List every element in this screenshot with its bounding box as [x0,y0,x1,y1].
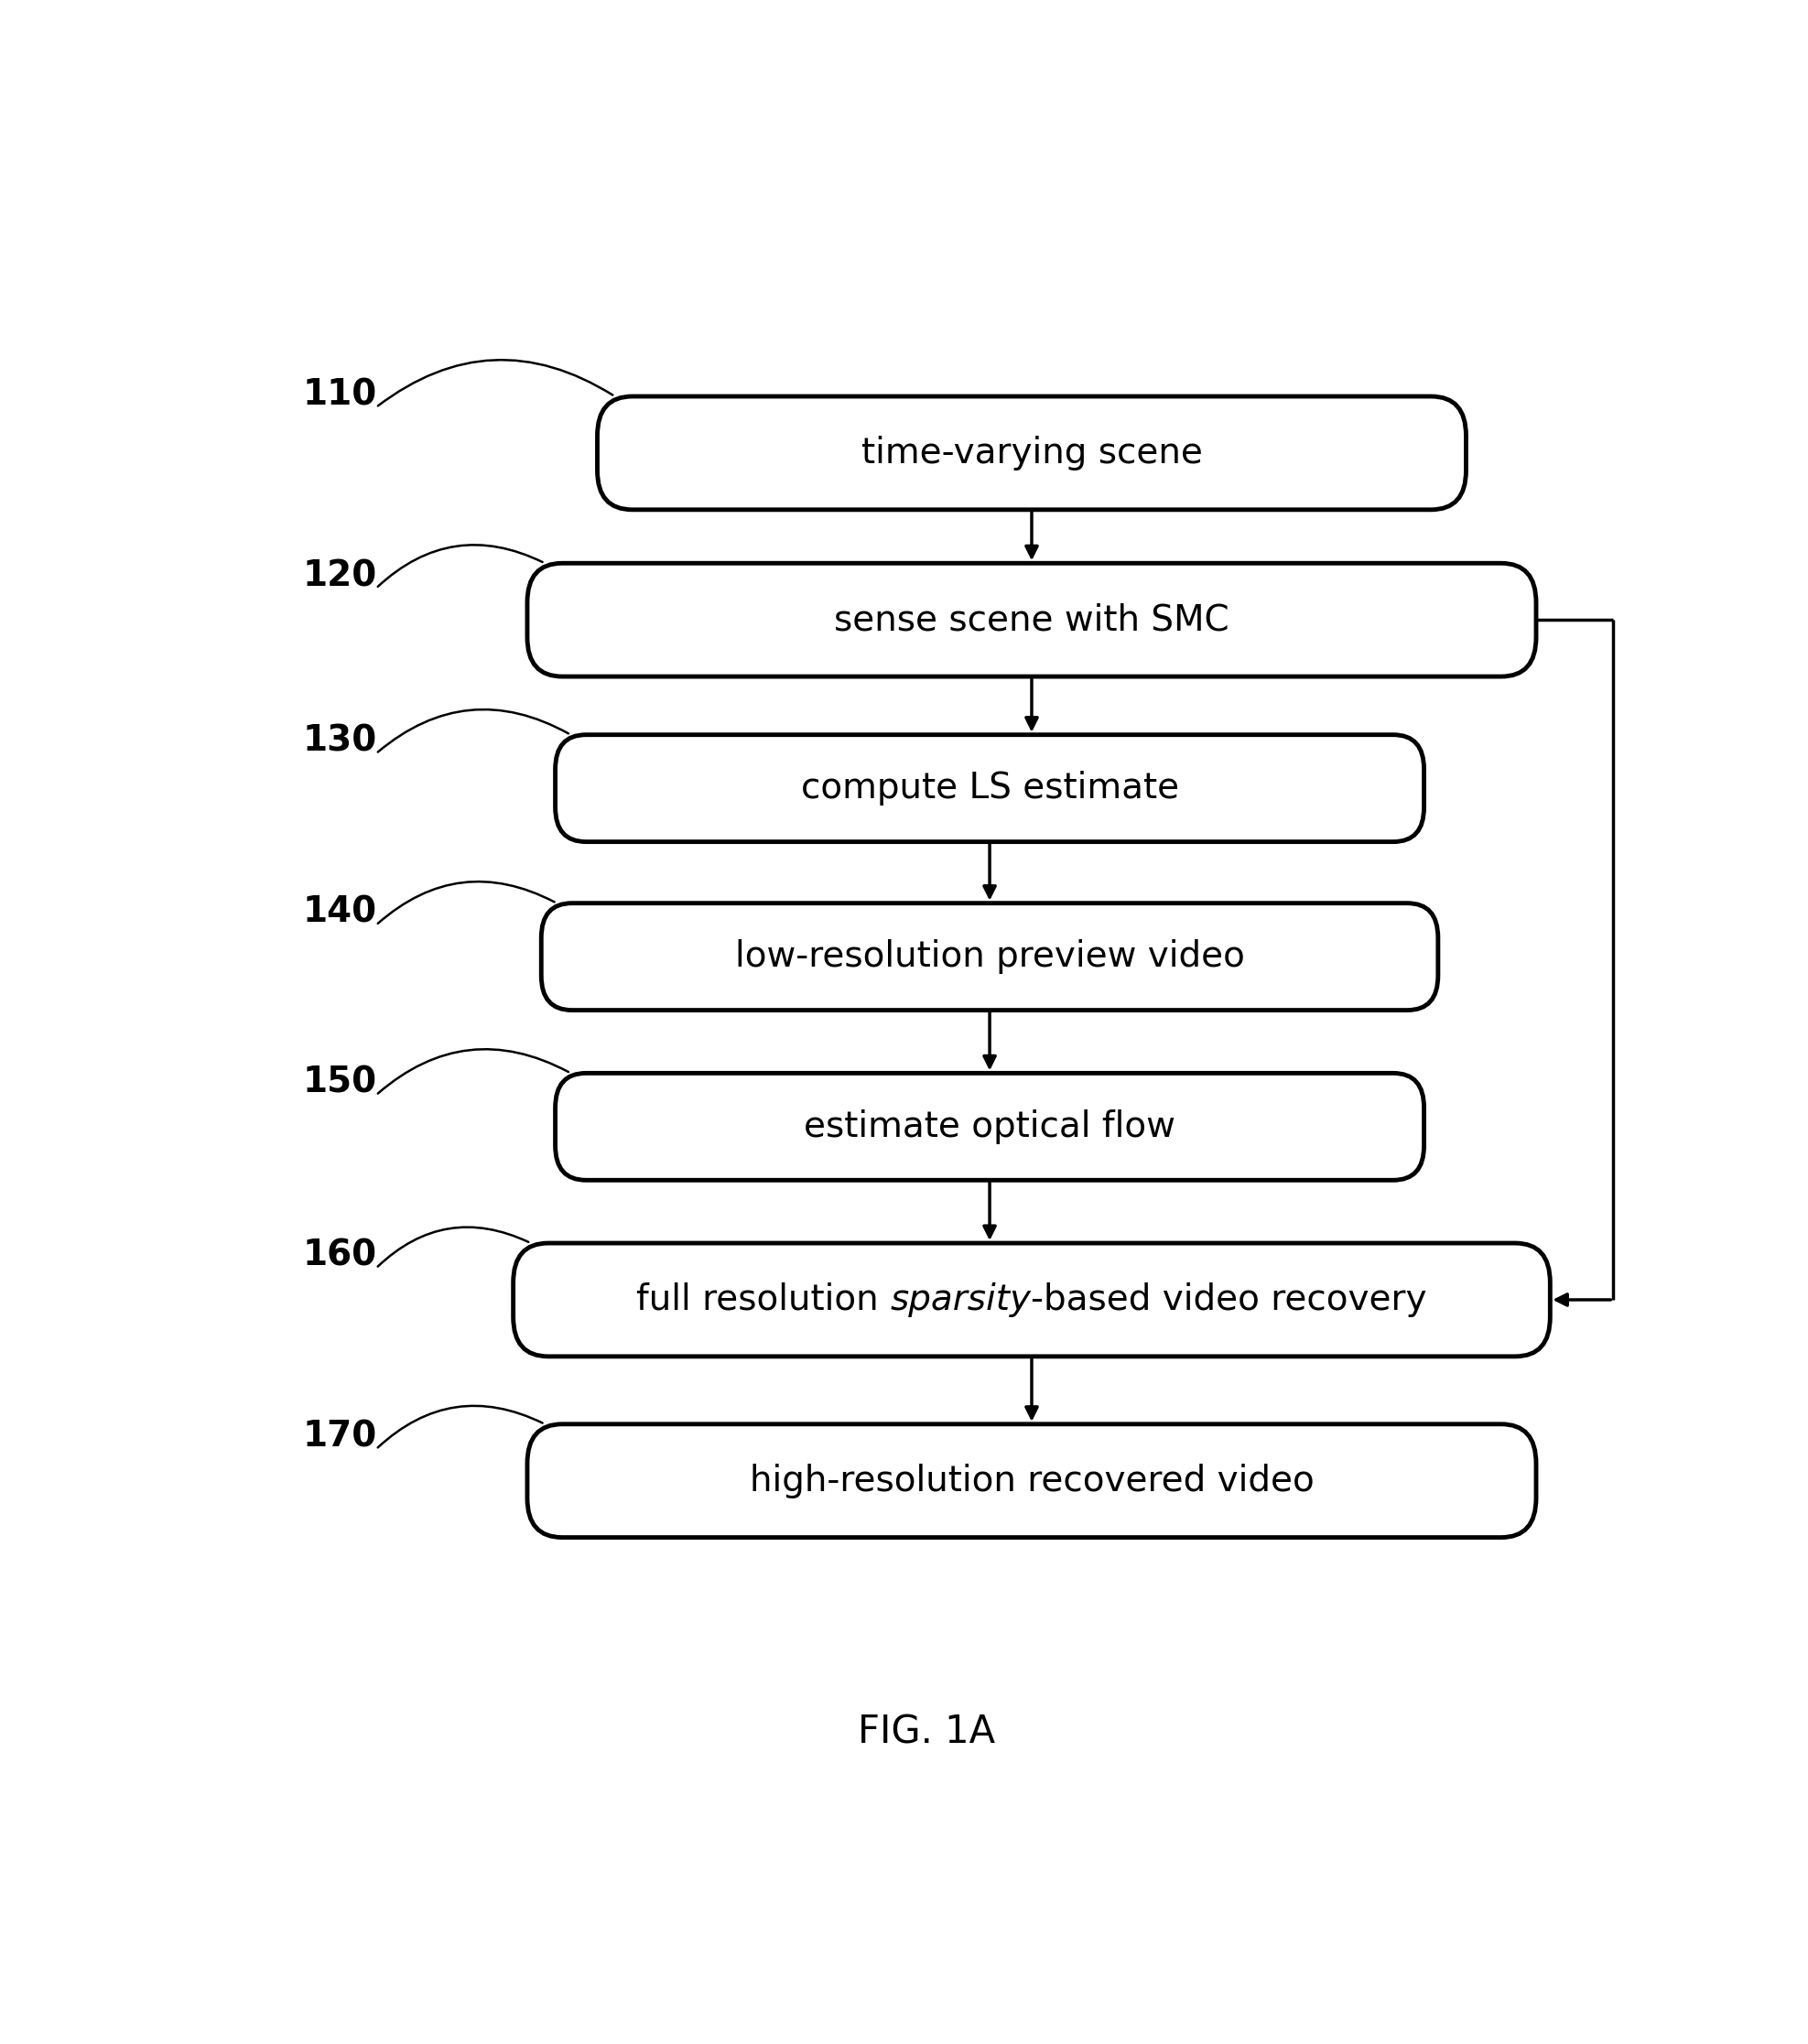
Text: time-varying scene: time-varying scene [861,435,1202,470]
FancyArrowPatch shape [378,546,542,587]
FancyBboxPatch shape [513,1243,1549,1357]
Text: sense scene with SMC: sense scene with SMC [833,603,1229,638]
Text: -based video recovery: -based video recovery [1031,1282,1427,1316]
Text: 150: 150 [304,1065,378,1100]
FancyArrowPatch shape [378,709,568,752]
FancyBboxPatch shape [528,564,1537,677]
FancyBboxPatch shape [555,734,1425,842]
Text: high-resolution recovered video: high-resolution recovered video [749,1464,1314,1498]
Text: 130: 130 [304,724,378,758]
FancyArrowPatch shape [378,360,613,407]
FancyBboxPatch shape [541,903,1437,1010]
FancyArrowPatch shape [378,881,555,924]
FancyBboxPatch shape [597,397,1466,509]
Text: full resolution: full resolution [636,1282,890,1316]
FancyArrowPatch shape [378,1406,542,1447]
FancyArrowPatch shape [378,1049,568,1094]
Text: FIG. 1A: FIG. 1A [857,1713,996,1752]
FancyArrowPatch shape [378,1226,528,1267]
Text: compute LS estimate: compute LS estimate [801,771,1179,805]
Text: 170: 170 [304,1419,378,1453]
Text: 140: 140 [304,895,378,930]
Text: low-resolution preview video: low-resolution preview video [734,940,1244,975]
Text: 110: 110 [304,378,378,413]
Text: 120: 120 [304,558,378,593]
Text: sparsity: sparsity [890,1282,1031,1316]
Text: 160: 160 [304,1239,378,1273]
FancyBboxPatch shape [555,1073,1425,1179]
Text: estimate optical flow: estimate optical flow [805,1110,1175,1145]
FancyBboxPatch shape [528,1425,1537,1537]
